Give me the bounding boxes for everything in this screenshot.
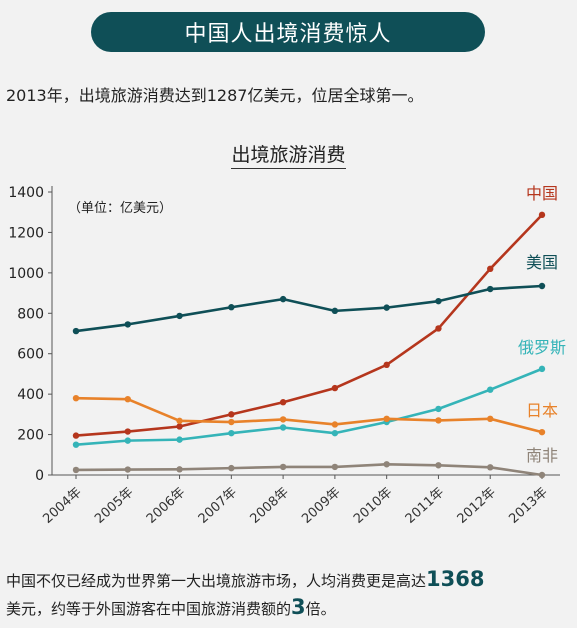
y-tick-label: 0 (35, 468, 44, 484)
banner-title: 中国人出境消费惊人 (184, 22, 392, 47)
data-point (383, 361, 390, 369)
data-point (383, 415, 390, 423)
y-tick-label: 800 (17, 306, 44, 322)
x-tick-label: 2010年 (351, 485, 395, 527)
data-point (435, 462, 442, 469)
x-tick-label: 2006年 (144, 485, 188, 527)
data-point (72, 394, 80, 402)
data-point (435, 405, 442, 413)
data-point (228, 429, 235, 437)
data-point (383, 461, 390, 468)
data-point (435, 417, 442, 424)
data-point (279, 463, 287, 471)
data-point (72, 441, 80, 448)
x-tick-label: 2008年 (247, 485, 291, 527)
line-chart: 0 200 400 600 800 1000 1200 1400 2004年 2005年 2006年… (8, 184, 566, 527)
series-line (75, 284, 543, 333)
data-point (124, 395, 131, 403)
y-tick-label: 1200 (8, 225, 44, 241)
footer-value-per-capita: 1368 (426, 567, 485, 591)
data-point (279, 399, 287, 406)
y-tick-label: 400 (17, 387, 44, 403)
data-point (331, 429, 339, 437)
data-point (538, 428, 546, 436)
series-label: 美国 (526, 253, 558, 272)
series-line (75, 396, 543, 434)
footer-part3: 倍。 (305, 600, 336, 618)
y-tick-label: 200 (17, 428, 44, 444)
series-line (75, 213, 543, 437)
data-point (538, 282, 546, 290)
series-line (75, 462, 543, 477)
y-tick-label: 1000 (8, 266, 44, 282)
data-point (176, 417, 183, 425)
chart-title-text: 出境旅游消费 (231, 144, 346, 169)
footer-part1: 中国不仅已经成为世界第一大出境旅游市场，人均消费更是高达 (6, 572, 427, 590)
x-tick-label: 2009年 (299, 485, 343, 527)
data-point (487, 265, 494, 273)
data-point (228, 304, 235, 311)
data-point (72, 432, 80, 439)
x-tick-label: 2013年 (506, 485, 550, 527)
data-point (435, 297, 442, 305)
data-point (72, 466, 80, 474)
data-point (487, 386, 494, 393)
series-label: 南非 (526, 446, 558, 465)
data-point (176, 312, 183, 320)
x-tick-label: 2004年 (40, 485, 84, 527)
data-point (176, 436, 183, 443)
data-point (487, 415, 494, 423)
series-label: 日本 (526, 401, 558, 420)
data-point (487, 464, 494, 471)
banner: 中国人出境消费惊人 (91, 12, 485, 52)
x-tick-label: 2012年 (455, 485, 499, 527)
data-point (538, 471, 546, 479)
chart-title: 出境旅游消费 (0, 140, 577, 169)
x-tick-label: 2011年 (403, 485, 447, 527)
data-point (124, 321, 131, 328)
series-label: 俄罗斯 (518, 338, 566, 357)
x-tick-label: 2005年 (92, 485, 136, 527)
data-point (176, 466, 183, 473)
data-point (279, 295, 287, 303)
data-point (176, 423, 183, 430)
data-point (331, 307, 339, 315)
footer-value-multiple: 3 (291, 595, 306, 619)
series-label: 中国 (526, 184, 558, 203)
unit-note: （单位：亿美元） (68, 201, 172, 216)
data-point (538, 211, 546, 219)
intro-text: 2013年，出境旅游消费达到1287亿美元，位居全球第一。 (6, 86, 424, 105)
footer-text: 中国不仅已经成为世界第一大出境旅游市场，人均消费更是高达1368 美元，约等于外… (6, 566, 572, 622)
data-point (435, 325, 442, 332)
data-point (228, 464, 235, 472)
y-tick-label: 1400 (8, 185, 44, 201)
data-point (72, 327, 80, 335)
data-point (331, 463, 339, 471)
x-tick-label: 2007年 (196, 485, 240, 527)
data-point (279, 424, 287, 431)
data-point (331, 384, 339, 392)
data-point (383, 304, 390, 311)
data-point (124, 466, 131, 473)
data-point (538, 365, 546, 373)
data-point (228, 418, 235, 426)
data-point (124, 437, 131, 444)
y-tick-label: 600 (17, 347, 44, 363)
data-point (331, 421, 339, 428)
series-line (75, 367, 543, 446)
footer-part2: 美元，约等于外国游客在中国旅游消费额的 (6, 600, 292, 618)
data-point (279, 416, 287, 423)
data-point (228, 411, 235, 418)
data-point (487, 285, 494, 293)
data-point (124, 428, 131, 435)
